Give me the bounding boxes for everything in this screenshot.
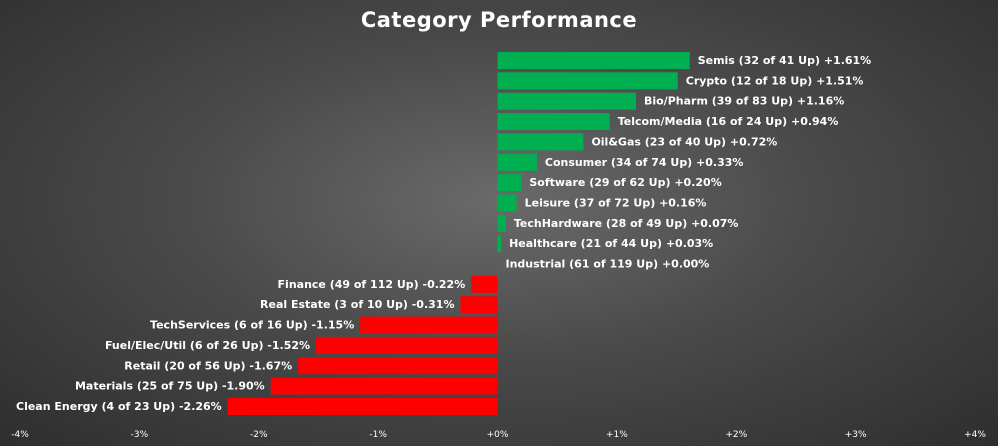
bar-1 bbox=[497, 72, 678, 90]
bar-label-4: Oil&Gas (23 of 40 Up) +0.72% bbox=[591, 135, 777, 148]
bar-label-6: Software (29 of 62 Up) +0.20% bbox=[529, 176, 721, 189]
bar-label-5: Consumer (34 of 74 Up) +0.33% bbox=[545, 156, 744, 169]
bar-6 bbox=[497, 174, 522, 192]
bar-label-12: Real Estate (3 of 10 Up) -0.31% bbox=[260, 298, 454, 311]
bar-label-17: Clean Energy (4 of 23 Up) -2.26% bbox=[16, 400, 222, 413]
bar-16 bbox=[270, 377, 498, 395]
bar-0 bbox=[497, 52, 690, 69]
x-tick-label-6: +2% bbox=[725, 430, 747, 440]
x-tick-label-7: +3% bbox=[845, 430, 867, 440]
x-tick-label-8: +4% bbox=[964, 430, 986, 440]
bar-2 bbox=[497, 92, 636, 110]
bar-14 bbox=[316, 336, 498, 354]
bar-labels-group: Semis (32 of 41 Up) +1.61% Crypto (12 of … bbox=[16, 54, 871, 413]
bar-label-2: Bio/Pharm (39 of 83 Up) +1.16% bbox=[644, 95, 844, 108]
x-tick-label-5: +1% bbox=[606, 430, 628, 440]
bar-12 bbox=[460, 296, 498, 314]
bar-5 bbox=[497, 153, 537, 171]
x-axis-ticks: -4% -3% -2% -1% +0% +1% +2% +3% +4% bbox=[11, 430, 986, 440]
bar-label-10: Industrial (61 of 119 Up) +0.00% bbox=[506, 258, 710, 271]
bar-label-8: TechHardware (28 of 49 Up) +0.07% bbox=[514, 217, 739, 230]
bar-9 bbox=[497, 235, 502, 253]
bar-label-13: TechServices (6 of 16 Up) -1.15% bbox=[150, 319, 354, 332]
bar-7 bbox=[497, 194, 517, 212]
bar-15 bbox=[298, 357, 498, 375]
bar-11 bbox=[471, 275, 498, 293]
bar-17 bbox=[227, 397, 498, 415]
bar-label-1: Crypto (12 of 18 Up) +1.51% bbox=[686, 74, 864, 87]
x-tick-label-4: +0% bbox=[487, 430, 509, 440]
x-tick-label-3: -1% bbox=[369, 430, 387, 440]
bar-13 bbox=[360, 316, 498, 334]
bar-8 bbox=[497, 214, 506, 232]
bar-label-0: Semis (32 of 41 Up) +1.61% bbox=[698, 54, 872, 67]
x-tick-label-2: -2% bbox=[250, 430, 268, 440]
chart-title: Category Performance bbox=[360, 8, 638, 32]
bar-label-11: Finance (49 of 112 Up) -0.22% bbox=[278, 278, 466, 291]
bar-label-3: Telcom/Media (16 of 24 Up) +0.94% bbox=[618, 115, 839, 128]
x-tick-label-1: -3% bbox=[131, 430, 149, 440]
x-tick-label-0: -4% bbox=[11, 430, 29, 440]
bar-label-14: Fuel/Elec/Util (6 of 26 Up) -1.52% bbox=[105, 339, 310, 352]
bar-4 bbox=[497, 133, 584, 151]
bar-3 bbox=[497, 113, 610, 131]
bar-label-7: Leisure (37 of 72 Up) +0.16% bbox=[525, 196, 707, 209]
bar-label-15: Retail (20 of 56 Up) -1.67% bbox=[124, 359, 292, 372]
bar-label-9: Healthcare (21 of 44 Up) +0.03% bbox=[509, 237, 713, 250]
bars-group bbox=[227, 52, 690, 415]
bar-label-16: Materials (25 of 75 Up) -1.90% bbox=[75, 380, 265, 393]
